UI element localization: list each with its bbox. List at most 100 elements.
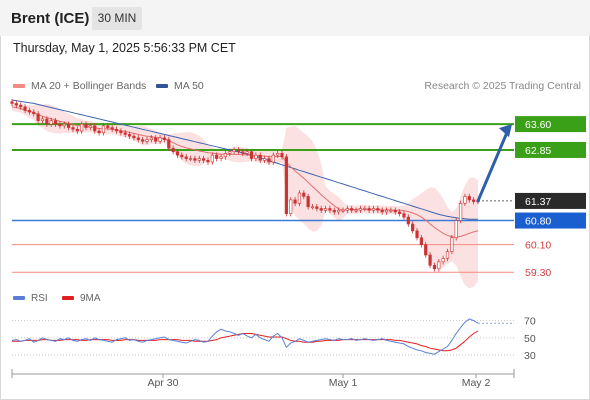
legend-ma20: MA 20 + Bollinger Bands — [13, 80, 146, 92]
candle-body — [402, 213, 406, 218]
candle-body — [228, 151, 232, 154]
candle-body — [262, 158, 267, 161]
candle-body — [419, 237, 423, 245]
candle-body — [197, 158, 201, 161]
candle-body — [206, 159, 210, 163]
candle-body — [175, 151, 180, 156]
level-tag-60.80 — [515, 212, 586, 229]
candle-body — [53, 120, 58, 125]
candle-body — [202, 158, 206, 161]
candle-body — [210, 154, 214, 163]
candle-body — [71, 127, 75, 130]
candle-body — [406, 216, 410, 225]
candle-body — [127, 134, 132, 137]
ma50-label: MA 50 — [174, 80, 204, 92]
candle-body — [380, 209, 384, 213]
candle-body — [258, 154, 262, 161]
candle-body — [114, 128, 119, 132]
candle-body — [441, 258, 445, 263]
candle-body — [284, 156, 288, 214]
candle-body — [310, 206, 315, 209]
candle-body — [350, 208, 354, 211]
level-label-63.60: 63.60 — [525, 119, 551, 131]
candle-body — [123, 132, 127, 135]
candle-body — [167, 139, 171, 149]
level-label-60.10: 60.10 — [525, 240, 551, 252]
candle-body — [219, 156, 223, 159]
candle-body — [188, 158, 193, 160]
candle-body — [367, 208, 371, 211]
candle-body — [62, 123, 66, 127]
level-tag-61.37 — [515, 192, 586, 209]
candle-body — [463, 196, 467, 204]
candle-body — [432, 265, 437, 270]
candle-body — [389, 209, 393, 212]
candle-body — [371, 208, 376, 211]
candle-body — [84, 123, 88, 128]
candle-body — [27, 110, 32, 113]
candle-body — [245, 151, 249, 154]
ma20-swatch — [13, 84, 25, 89]
level-label-61.37: 61.37 — [525, 196, 551, 208]
candle-body — [393, 209, 397, 213]
candle-body — [32, 111, 36, 115]
candle-body — [132, 135, 136, 139]
candle-body — [223, 153, 228, 158]
ma50-line — [11, 99, 478, 220]
candle-body — [249, 151, 254, 159]
candle-body — [363, 208, 367, 210]
candle-body — [472, 199, 476, 202]
candle-body — [415, 230, 419, 239]
candle-body — [454, 220, 458, 239]
candle-body — [101, 125, 106, 134]
candle-body — [254, 154, 258, 159]
candle-body — [306, 196, 310, 208]
candle-body — [184, 156, 188, 159]
candle-body — [411, 223, 415, 232]
x-tick-label-2: May 2 — [462, 377, 491, 389]
rsi-line — [11, 318, 479, 355]
candle-body — [110, 127, 114, 130]
candle-body — [376, 208, 380, 211]
candle-body — [332, 209, 336, 213]
level-tag-63.60 — [515, 116, 586, 133]
candle-body — [40, 118, 45, 121]
candle-body — [154, 137, 158, 142]
candle-body — [428, 254, 432, 266]
credit-text: Research © 2025 Trading Central — [424, 80, 581, 92]
timeframe-button[interactable]: 30 MIN — [92, 7, 142, 30]
legend-ma50: MA 50 — [156, 80, 204, 92]
candle-body — [45, 118, 49, 125]
candle-body — [345, 208, 349, 211]
ma9-swatch — [62, 296, 74, 301]
forecast-arrow-head — [499, 124, 512, 138]
candle-body — [36, 113, 40, 121]
candle-body — [276, 153, 280, 156]
candle-body — [171, 147, 175, 152]
candle-body — [236, 149, 241, 152]
candle-body — [424, 244, 428, 256]
candle-body — [19, 104, 23, 108]
candle-body — [145, 139, 149, 142]
level-label-59.30: 59.30 — [525, 267, 551, 279]
forecast-arrow-shaft — [476, 128, 510, 203]
rsi-tick-30: 30 — [524, 350, 536, 362]
timestamp: Thursday, May 1, 2025 5:56:33 PM CET — [13, 41, 236, 55]
candle-body — [458, 203, 463, 221]
candle-body — [141, 139, 145, 142]
candle-body — [315, 206, 319, 209]
candle-body — [106, 125, 110, 128]
candle-body — [14, 103, 18, 106]
candle-body — [58, 123, 62, 127]
candle-body — [323, 208, 328, 211]
candle-body — [384, 209, 389, 213]
candle-body — [280, 153, 284, 158]
candle-body — [119, 130, 123, 134]
candle-body — [328, 208, 332, 211]
candle-body — [437, 261, 441, 270]
candle-body — [10, 101, 14, 104]
candle-body — [267, 158, 271, 163]
candle-body — [398, 211, 402, 214]
candle-body — [67, 123, 71, 128]
candle-body — [467, 196, 471, 201]
